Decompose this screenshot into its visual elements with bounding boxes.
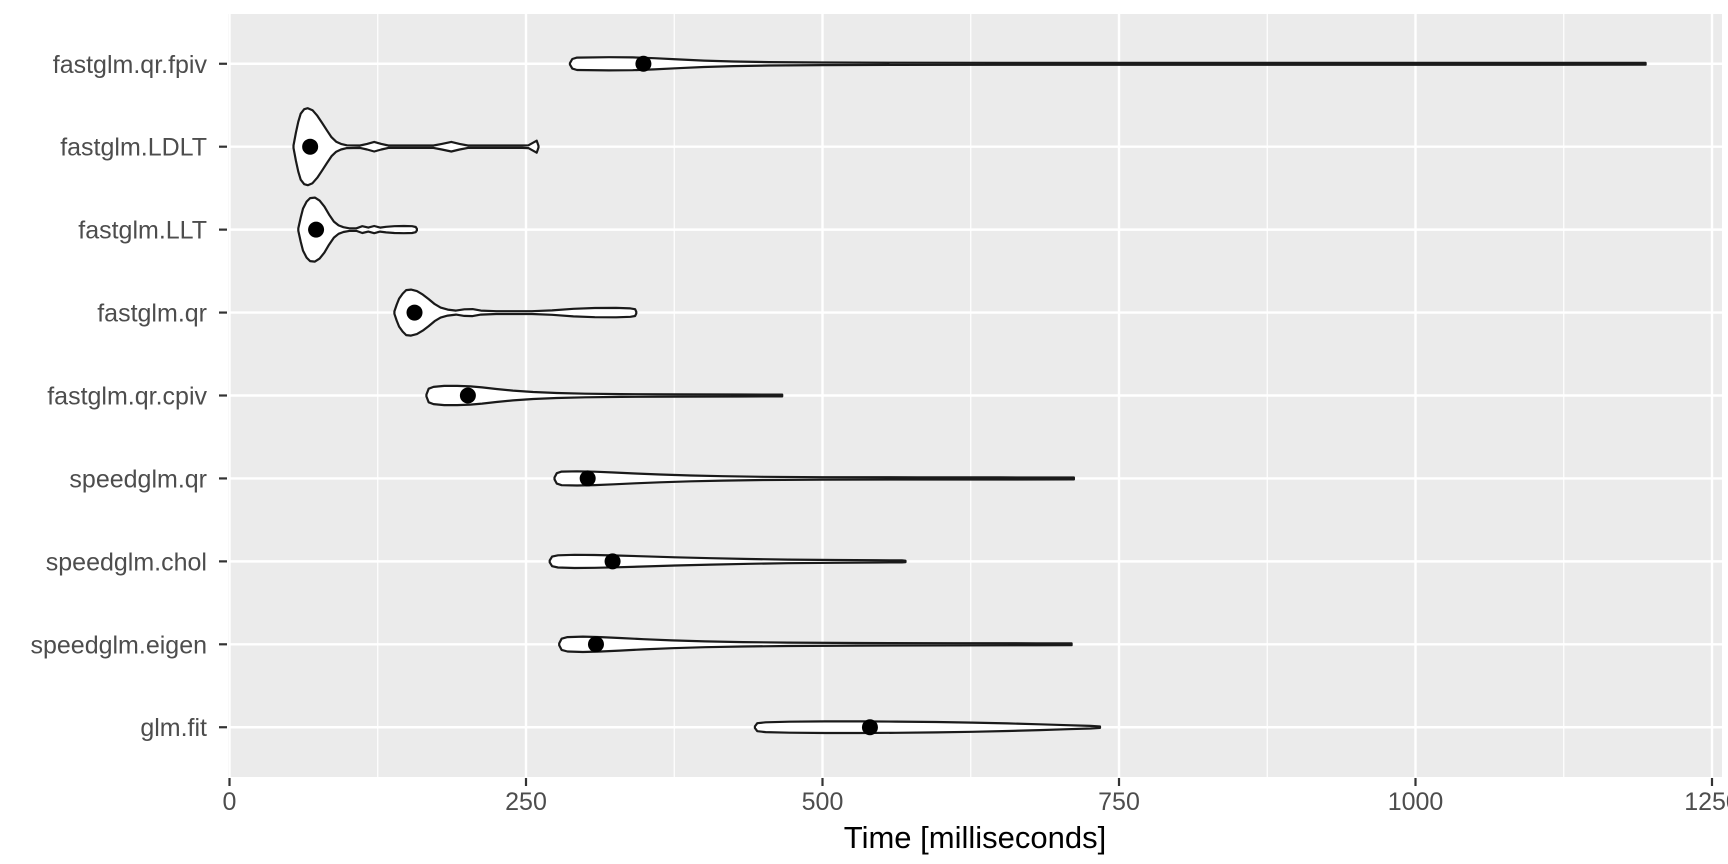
violin-fastglm.LLT [297,196,418,263]
median-dot-speedglm.chol [604,553,621,570]
x-tick-label: 1250 [1684,788,1728,816]
x-tick-label: 1000 [1388,788,1444,816]
median-dot-fastglm.qr.cpiv [459,387,476,404]
y-tick-label: glm.fit [140,714,207,742]
x-tick-label: 250 [505,788,547,816]
y-tick-label: fastglm.LDLT [60,134,207,162]
x-tick-label: 750 [1098,788,1140,816]
x-tick-label: 500 [802,788,844,816]
median-dot-fastglm.qr.fpiv [635,55,652,72]
x-tick-label: 0 [223,788,237,816]
median-dot-speedglm.eigen [587,636,604,653]
x-axis-title: Time [milliseconds] [844,820,1106,855]
y-tick-label: speedglm.eigen [30,631,207,659]
median-dot-fastglm.LDLT [302,138,319,155]
y-tick-label: fastglm.qr.cpiv [47,383,207,411]
y-tick-label: fastglm.qr [97,300,207,328]
median-dot-speedglm.qr [579,470,596,487]
median-dot-fastglm.LLT [308,221,325,238]
violin-fastglm.LDLT [292,107,540,187]
violin-fastglm.qr [393,288,638,337]
violin-fastglm.qr.cpiv [425,384,784,407]
median-dot-glm.fit [861,719,878,736]
y-tick-label: fastglm.qr.fpiv [53,51,208,79]
violin-speedglm.eigen [558,635,1073,654]
violin-speedglm.qr [553,470,1075,487]
median-dot-fastglm.qr [406,304,423,321]
y-tick-label: fastglm.LLT [78,217,207,245]
y-tick-label: speedglm.chol [46,548,207,576]
violin-glm.fit [753,720,1102,735]
y-tick-label: speedglm.qr [69,465,207,493]
